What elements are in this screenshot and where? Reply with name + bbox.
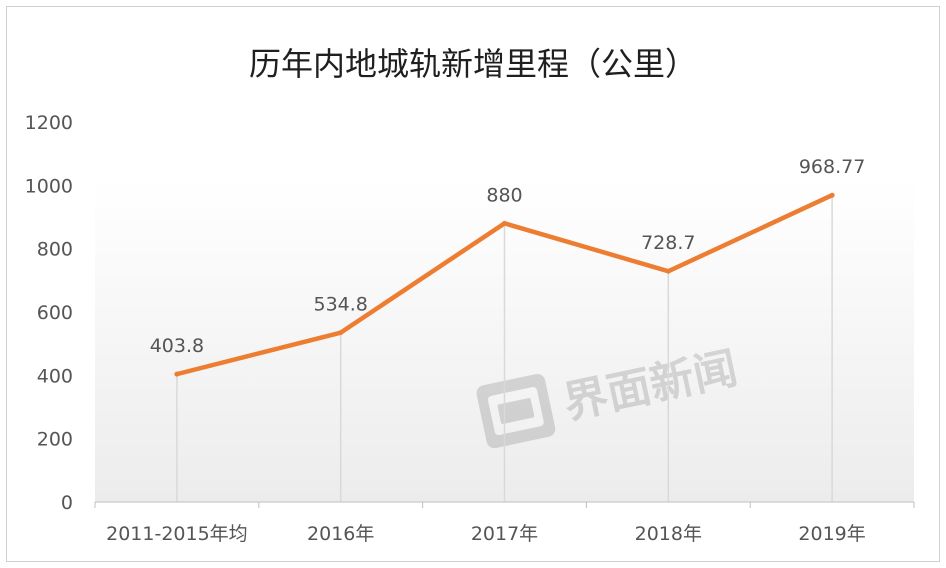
data-point — [338, 330, 344, 336]
chart-title: 历年内地城轨新增里程（公里） — [249, 45, 697, 83]
y-tick-label: 0 — [61, 492, 73, 514]
x-tick-label: 2016年 — [307, 523, 374, 545]
data-point — [829, 192, 835, 198]
y-tick-label: 1000 — [25, 175, 73, 197]
data-point — [502, 220, 507, 226]
drop-lines — [176, 195, 833, 502]
x-axis — [94, 501, 915, 508]
x-axis-tick-labels: 2011-2015年均 2016年 2017年 2018年 2019年 — [106, 523, 866, 545]
x-tick-label: 2011-2015年均 — [106, 523, 248, 545]
data-point — [174, 371, 180, 377]
data-label: 968.77 — [799, 156, 865, 178]
data-labels: 403.8 534.8 880 728.7 968.77 — [150, 156, 866, 357]
y-tick-label: 1200 — [25, 112, 73, 134]
y-tick-label: 400 — [37, 365, 73, 387]
x-tick-label: 2018年 — [635, 523, 702, 545]
data-label: 403.8 — [150, 335, 204, 357]
y-tick-label: 200 — [37, 429, 73, 451]
series-line — [174, 192, 835, 377]
chart-frame: 历年内地城轨新增里程（公里） 界面新闻 0 200 400 600 800 1000 120… — [6, 6, 940, 562]
line-chart: 历年内地城轨新增里程（公里） 界面新闻 02004006008001000120… — [25, 45, 915, 545]
data-label: 728.7 — [641, 232, 695, 254]
x-tick-label: 2019年 — [798, 523, 865, 545]
data-label: 880 — [486, 184, 522, 206]
y-axis-tick-labels: 0 200 400 600 800 1000 1200 — [25, 112, 73, 514]
x-tick-label: 2017年 — [471, 523, 538, 545]
y-tick-label: 600 — [37, 302, 73, 324]
y-tick-label: 800 — [37, 239, 73, 261]
data-point — [665, 268, 671, 274]
data-label: 534.8 — [313, 294, 367, 316]
